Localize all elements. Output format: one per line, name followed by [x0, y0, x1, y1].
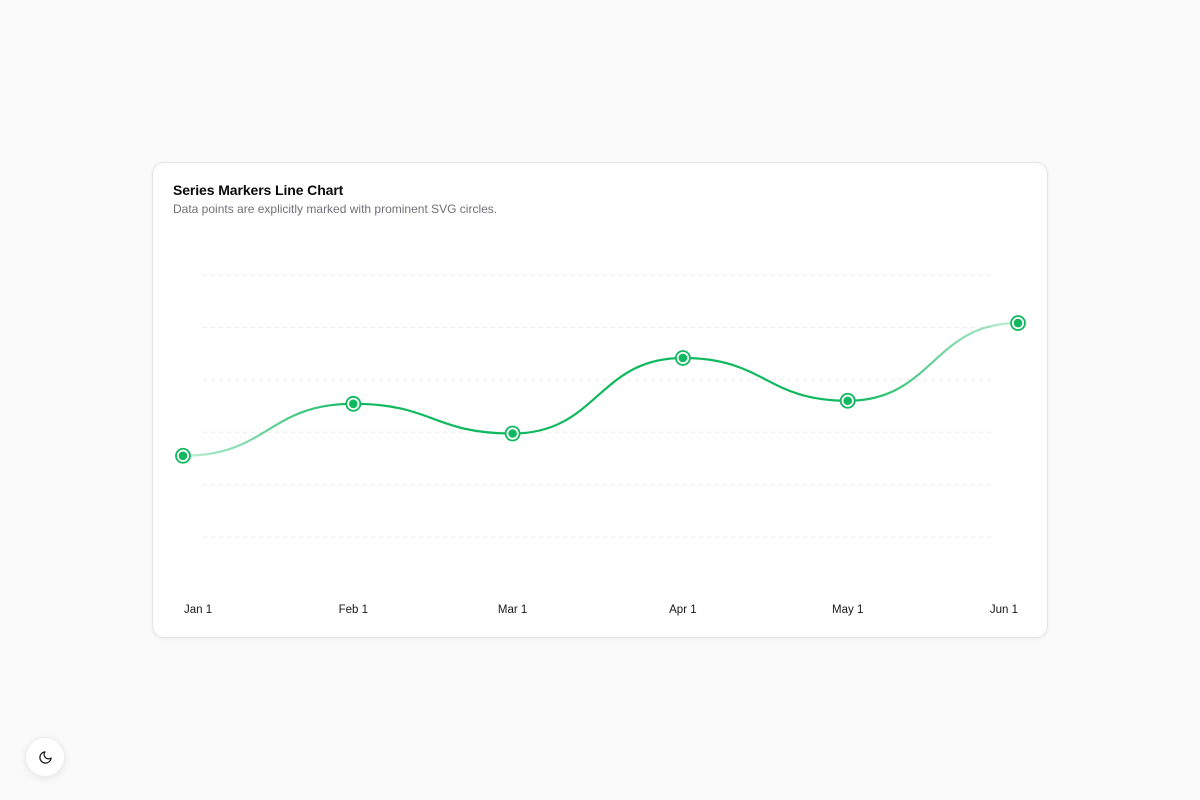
chart-card: Series Markers Line Chart Data points ar…: [152, 162, 1048, 638]
marker-dot: [678, 353, 688, 363]
chart-title: Series Markers Line Chart: [173, 182, 344, 198]
marker-dot: [1013, 318, 1023, 328]
x-tick-label: Jan 1: [184, 604, 212, 616]
x-tick-label: Feb 1: [339, 604, 368, 616]
series-line: [181, 321, 1020, 457]
line-chart: Jan 1 Feb 1 Mar 1 Apr 1 May 1 Jun 1: [175, 274, 1026, 616]
data-point-marker: [1010, 315, 1026, 331]
marker-dot: [178, 451, 188, 461]
x-tick-label: Apr 1: [669, 604, 697, 616]
chart-subtitle: Data points are explicitly marked with p…: [173, 202, 498, 216]
moon-icon: [38, 750, 52, 764]
data-point-marker: [504, 425, 521, 442]
data-point-marker: [839, 392, 856, 409]
marker-dot: [348, 399, 358, 409]
x-tick-label: Jun 1: [990, 604, 1018, 616]
data-point-marker: [345, 395, 362, 412]
data-point-marker: [675, 350, 691, 366]
marker-dot: [508, 429, 517, 438]
x-tick-label: May 1: [832, 604, 863, 616]
theme-toggle-button[interactable]: [25, 737, 65, 777]
marker-dot: [843, 396, 853, 406]
data-point-marker: [175, 447, 191, 464]
grid-lines: [203, 274, 993, 538]
x-tick-label: Mar 1: [498, 604, 527, 616]
